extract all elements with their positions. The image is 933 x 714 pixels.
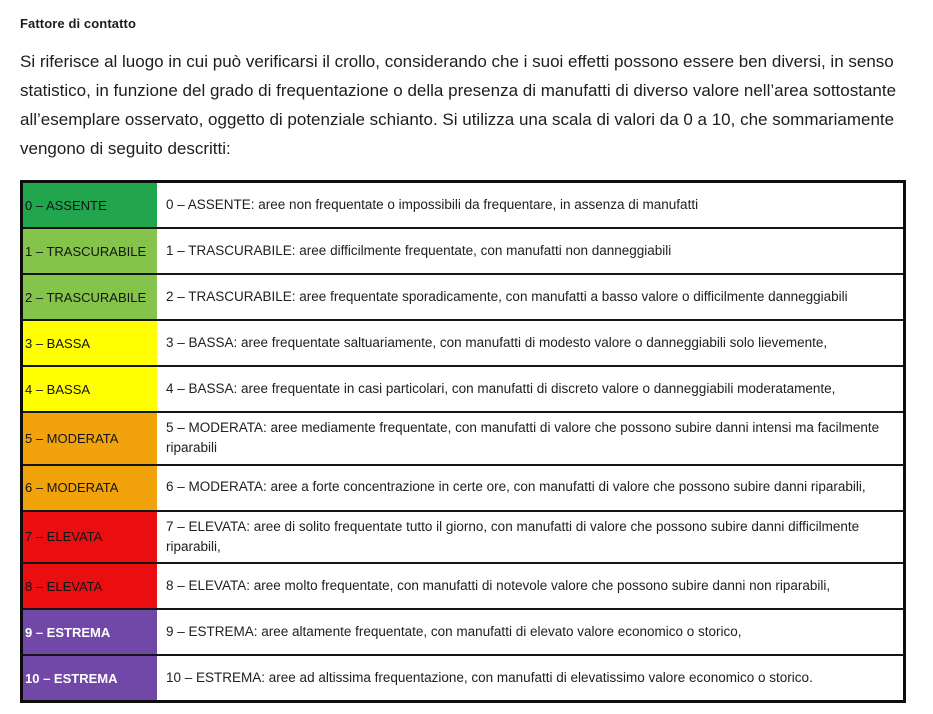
table-row: 4 – BASSA 4 – BASSA: aree frequentate in… <box>23 367 903 413</box>
table-row: 2 – TRASCURABILE 2 – TRASCURABILE: aree … <box>23 275 903 321</box>
severity-description: 9 – ESTREMA: aree altamente frequentate,… <box>166 623 742 639</box>
severity-label: 9 – ESTREMA <box>25 624 111 640</box>
severity-label: 8 – ELEVATA <box>25 578 103 594</box>
severity-label: 2 – TRASCURABILE <box>25 289 147 305</box>
table-row: 8 – ELEVATA 8 – ELEVATA: aree molto freq… <box>23 564 903 610</box>
severity-label-cell: 0 – ASSENTE <box>23 183 157 227</box>
severity-description-cell: 9 – ESTREMA: aree altamente frequentate,… <box>157 610 903 654</box>
severity-label-cell: 2 – TRASCURABILE <box>23 275 157 319</box>
severity-label-cell: 6 – MODERATA <box>23 465 157 510</box>
severity-label-cell: 1 – TRASCURABILE <box>23 229 157 273</box>
table-row: 10 – ESTREMA 10 – ESTREMA: aree ad altis… <box>23 656 903 700</box>
severity-label-cell: 5 – MODERATA <box>23 413 157 464</box>
severity-label-cell: 4 – BASSA <box>23 367 157 411</box>
severity-label: 7 – ELEVATA <box>25 529 103 545</box>
severity-label: 5 – MODERATA <box>25 430 119 446</box>
table-row: 3 – BASSA 3 – BASSA: aree frequentate sa… <box>23 321 903 367</box>
severity-description-cell: 3 – BASSA: aree frequentate saltuariamen… <box>157 321 903 365</box>
severity-label: 1 – TRASCURABILE <box>25 243 147 259</box>
severity-description: 1 – TRASCURABILE: aree difficilmente fre… <box>166 242 672 258</box>
severity-label-cell: 3 – BASSA <box>23 321 157 365</box>
severity-label-cell: 10 – ESTREMA <box>23 656 157 700</box>
table-row: 7 – ELEVATA 7 – ELEVATA: aree di solito … <box>23 511 903 564</box>
intro-paragraph: Si riferisce al luogo in cui può verific… <box>20 52 897 158</box>
severity-description: 8 – ELEVATA: aree molto frequentate, con… <box>166 577 831 593</box>
table-row: 1 – TRASCURABILE 1 – TRASCURABILE: aree … <box>23 229 903 275</box>
severity-label-cell: 9 – ESTREMA <box>23 610 157 654</box>
severity-label-cell: 8 – ELEVATA <box>23 564 157 608</box>
severity-description: 5 – MODERATA: aree mediamente frequentat… <box>166 420 880 456</box>
severity-description: 3 – BASSA: aree frequentate saltuariamen… <box>166 334 828 350</box>
severity-label: 0 – ASSENTE <box>25 197 107 213</box>
severity-description: 4 – BASSA: aree frequentate in casi part… <box>166 380 836 396</box>
severity-label-cell: 7 – ELEVATA <box>23 511 157 562</box>
severity-label: 4 – BASSA <box>25 381 91 397</box>
severity-description: 10 – ESTREMA: aree ad altissima frequent… <box>166 669 813 685</box>
severity-description-cell: 5 – MODERATA: aree mediamente frequentat… <box>157 413 903 464</box>
severity-description-cell: 1 – TRASCURABILE: aree difficilmente fre… <box>157 229 903 273</box>
table-row: 9 – ESTREMA 9 – ESTREMA: aree altamente … <box>23 610 903 656</box>
severity-description: 2 – TRASCURABILE: aree frequentate spora… <box>166 288 848 304</box>
severity-description-cell: 8 – ELEVATA: aree molto frequentate, con… <box>157 564 903 608</box>
table-row: 5 – MODERATA 5 – MODERATA: aree mediamen… <box>23 413 903 466</box>
severity-description-cell: 7 – ELEVATA: aree di solito frequentate … <box>157 512 903 563</box>
severity-label: 10 – ESTREMA <box>25 670 118 686</box>
severity-description: 7 – ELEVATA: aree di solito frequentate … <box>166 518 860 554</box>
page-title: Fattore di contatto <box>20 16 137 31</box>
severity-description: 0 – ASSENTE: aree non frequentate o impo… <box>166 196 699 212</box>
severity-description-cell: 0 – ASSENTE: aree non frequentate o impo… <box>157 183 903 227</box>
severity-label: 3 – BASSA <box>25 335 91 351</box>
table-row: 0 – ASSENTE 0 – ASSENTE: aree non freque… <box>23 183 903 229</box>
table-row: 6 – MODERATA 6 – MODERATA: aree a forte … <box>23 465 903 512</box>
severity-description-cell: 10 – ESTREMA: aree ad altissima frequent… <box>157 656 903 700</box>
severity-description-cell: 4 – BASSA: aree frequentate in casi part… <box>157 367 903 411</box>
contact-factor-table: 0 – ASSENTE 0 – ASSENTE: aree non freque… <box>20 180 906 703</box>
severity-description-cell: 2 – TRASCURABILE: aree frequentate spora… <box>157 275 903 319</box>
severity-description-cell: 6 – MODERATA: aree a forte concentrazion… <box>157 466 903 510</box>
severity-label: 6 – MODERATA <box>25 480 119 495</box>
severity-description: 6 – MODERATA: aree a forte concentrazion… <box>166 479 866 495</box>
